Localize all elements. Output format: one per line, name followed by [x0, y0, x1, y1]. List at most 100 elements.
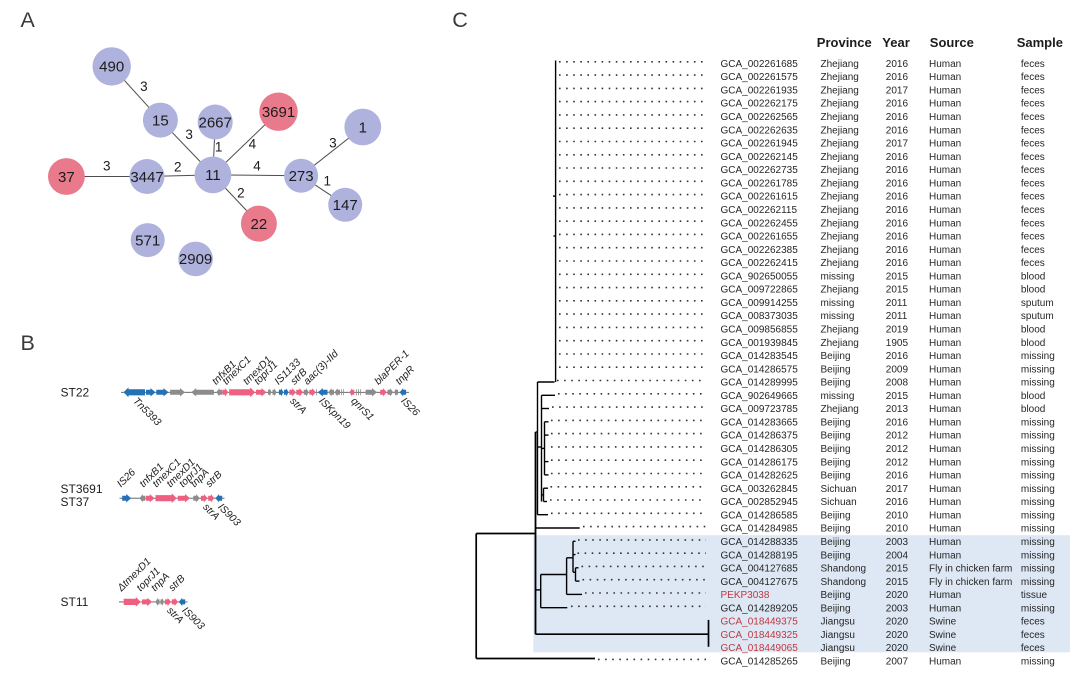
- svg-text:2013: 2013: [886, 404, 909, 415]
- svg-text:Beijing: Beijing: [821, 510, 851, 521]
- svg-text:Zhejiang: Zhejiang: [821, 218, 859, 229]
- svg-text:missing: missing: [1021, 351, 1055, 362]
- svg-text:Zhejiang: Zhejiang: [821, 232, 859, 243]
- svg-text:Zhejiang: Zhejiang: [821, 245, 859, 256]
- svg-text:GCA_002261935: GCA_002261935: [721, 86, 799, 97]
- svg-text:missing: missing: [1021, 537, 1055, 548]
- svg-text:GCA_014288195: GCA_014288195: [721, 550, 799, 561]
- svg-text:GCA_003262845: GCA_003262845: [721, 484, 799, 495]
- svg-text:147: 147: [333, 197, 358, 214]
- svg-text:3: 3: [103, 159, 111, 174]
- svg-text:Human: Human: [929, 364, 961, 375]
- svg-text:490: 490: [99, 59, 124, 76]
- svg-text:Zhejiang: Zhejiang: [821, 139, 859, 150]
- svg-text:Zhejiang: Zhejiang: [821, 258, 859, 269]
- svg-text:2015: 2015: [886, 577, 909, 588]
- svg-text:Swine: Swine: [929, 630, 957, 641]
- svg-text:3: 3: [140, 79, 148, 94]
- svg-text:feces: feces: [1021, 125, 1045, 136]
- svg-text:Zhejiang: Zhejiang: [821, 72, 859, 83]
- svg-text:2016: 2016: [886, 152, 909, 163]
- svg-text:feces: feces: [1021, 152, 1045, 163]
- svg-text:missing: missing: [1021, 471, 1055, 482]
- svg-text:2015: 2015: [886, 285, 909, 296]
- svg-text:sputum: sputum: [1021, 311, 1054, 322]
- svg-text:Human: Human: [929, 510, 961, 521]
- svg-text:feces: feces: [1021, 178, 1045, 189]
- svg-text:blood: blood: [1021, 271, 1045, 282]
- svg-text:2016: 2016: [886, 178, 909, 189]
- svg-text:Beijing: Beijing: [821, 603, 851, 614]
- svg-text:Human: Human: [929, 338, 961, 349]
- svg-text:feces: feces: [1021, 617, 1045, 628]
- svg-text:Shandong: Shandong: [821, 564, 867, 575]
- svg-text:2016: 2016: [886, 59, 909, 70]
- svg-text:GCA_002261615: GCA_002261615: [721, 192, 799, 203]
- svg-text:GCA_002261685: GCA_002261685: [721, 59, 799, 70]
- svg-text:Zhejiang: Zhejiang: [821, 165, 859, 176]
- svg-text:2016: 2016: [886, 351, 909, 362]
- svg-text:Province: Province: [817, 35, 872, 50]
- svg-text:GCA_014286575: GCA_014286575: [721, 364, 799, 375]
- svg-text:2016: 2016: [886, 165, 909, 176]
- svg-text:GCA_018449375: GCA_018449375: [721, 617, 799, 628]
- svg-text:2012: 2012: [886, 444, 909, 455]
- svg-text:Human: Human: [929, 165, 961, 176]
- svg-text:GCA_014289205: GCA_014289205: [721, 603, 799, 614]
- svg-text:2015: 2015: [886, 271, 909, 282]
- svg-text:2017: 2017: [886, 139, 909, 150]
- svg-text:Shandong: Shandong: [821, 577, 867, 588]
- svg-text:Human: Human: [929, 59, 961, 70]
- svg-text:Human: Human: [929, 497, 961, 508]
- svg-text:15: 15: [152, 112, 169, 129]
- svg-text:missing: missing: [821, 391, 855, 402]
- svg-text:2010: 2010: [886, 510, 909, 521]
- svg-text:2016: 2016: [886, 192, 909, 203]
- svg-text:missing: missing: [1021, 484, 1055, 495]
- svg-text:Beijing: Beijing: [821, 378, 851, 389]
- svg-text:missing: missing: [1021, 577, 1055, 588]
- svg-text:1: 1: [359, 119, 367, 136]
- svg-text:2016: 2016: [886, 245, 909, 256]
- svg-text:Human: Human: [929, 232, 961, 243]
- svg-text:3: 3: [185, 127, 193, 142]
- svg-text:Zhejiang: Zhejiang: [821, 99, 859, 110]
- svg-text:Human: Human: [929, 192, 961, 203]
- svg-text:3447: 3447: [130, 169, 163, 186]
- svg-text:GCA_002262415: GCA_002262415: [721, 258, 799, 269]
- svg-text:GCA_014286375: GCA_014286375: [721, 431, 799, 442]
- svg-text:2016: 2016: [886, 72, 909, 83]
- svg-text:Jiangsu: Jiangsu: [821, 617, 855, 628]
- svg-text:Human: Human: [929, 603, 961, 614]
- svg-text:Sichuan: Sichuan: [821, 497, 857, 508]
- svg-text:GCA_014284985: GCA_014284985: [721, 524, 799, 535]
- svg-text:Human: Human: [929, 205, 961, 216]
- svg-text:ST22: ST22: [61, 386, 90, 400]
- svg-text:feces: feces: [1021, 258, 1045, 269]
- svg-text:2020: 2020: [886, 630, 909, 641]
- svg-text:ST11: ST11: [61, 595, 89, 609]
- svg-text:2007: 2007: [886, 657, 909, 668]
- svg-text:PEKP3038: PEKP3038: [721, 590, 770, 601]
- svg-text:Zhejiang: Zhejiang: [821, 112, 859, 123]
- svg-text:GCA_902650055: GCA_902650055: [721, 271, 799, 282]
- svg-text:feces: feces: [1021, 139, 1045, 150]
- svg-text:2016: 2016: [886, 497, 909, 508]
- svg-text:2016: 2016: [886, 125, 909, 136]
- svg-text:blood: blood: [1021, 285, 1045, 296]
- svg-text:2016: 2016: [886, 205, 909, 216]
- svg-text:missing: missing: [1021, 431, 1055, 442]
- svg-text:2011: 2011: [886, 298, 908, 309]
- svg-text:2017: 2017: [886, 484, 909, 495]
- svg-text:feces: feces: [1021, 72, 1045, 83]
- svg-text:Human: Human: [929, 444, 961, 455]
- svg-text:1: 1: [215, 140, 223, 155]
- svg-text:Beijing: Beijing: [821, 364, 851, 375]
- svg-text:GCA_009914255: GCA_009914255: [721, 298, 799, 309]
- svg-text:Human: Human: [929, 86, 961, 97]
- svg-text:B: B: [21, 331, 35, 355]
- svg-text:missing: missing: [821, 271, 855, 282]
- svg-text:2004: 2004: [886, 550, 909, 561]
- svg-text:2012: 2012: [886, 457, 909, 468]
- svg-text:Zhejiang: Zhejiang: [821, 404, 859, 415]
